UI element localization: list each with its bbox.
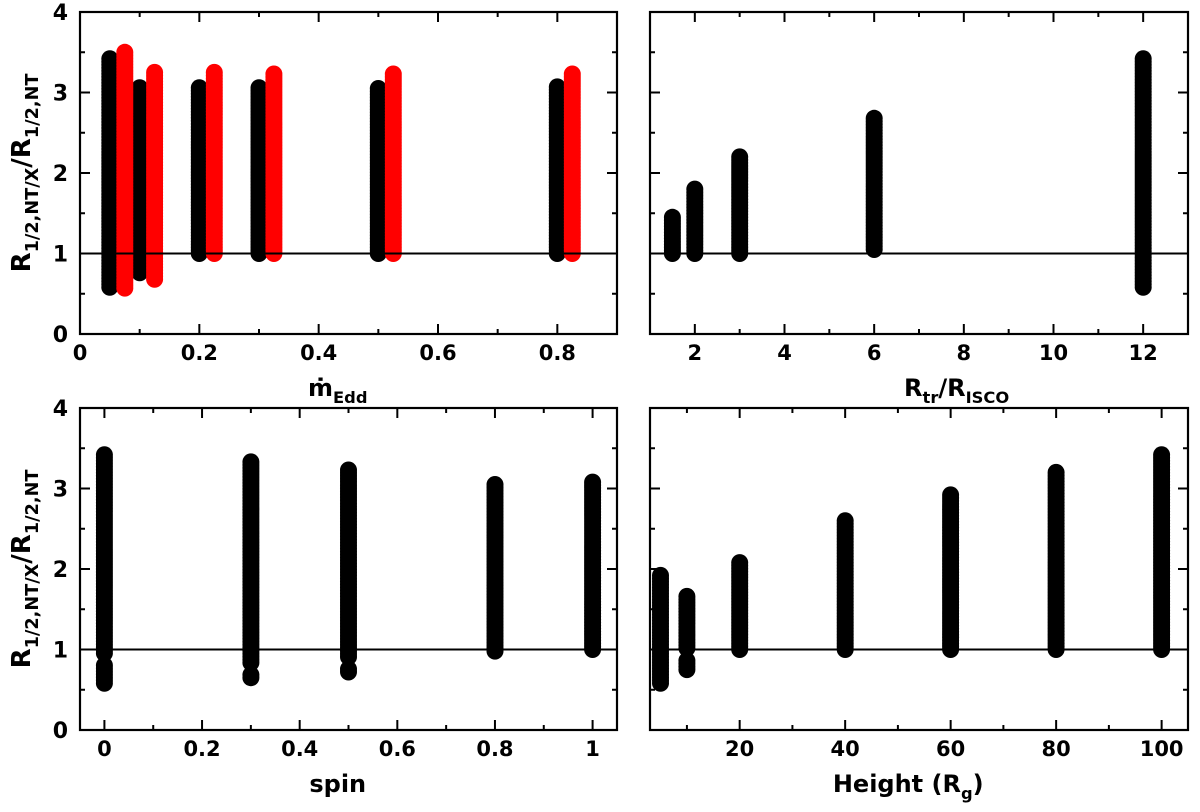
y-tick-label: 2 — [53, 558, 68, 583]
y-tick-label: 3 — [53, 478, 68, 503]
marker-black-x0.3 — [250, 79, 268, 97]
marker-black-x1.5 — [663, 208, 681, 226]
y-axis-label: R1/2,NT/X/R1/2,NT — [7, 470, 43, 669]
y-tick-label: 0 — [53, 719, 68, 744]
panel-mdot: 0 0.2 0.4 0.6 0.8 0 1 2 3 4 ṁEdd R1/2,NT/X/R1/2,NT — [7, 1, 619, 407]
y-axis-label: R1/2,NT/X/R1/2,NT — [7, 74, 43, 273]
x-tick-label: 100 — [1140, 737, 1184, 761]
marker-black-x0 — [95, 446, 113, 464]
x-tick-label: 4 — [777, 341, 792, 365]
marker-black-x0.8 — [486, 476, 504, 493]
marker-black-x0.3 — [242, 453, 260, 471]
x-tick-label: 0 — [73, 341, 88, 365]
marker-black-x0.8 — [548, 78, 566, 96]
marker-black-x0.5 — [369, 80, 387, 97]
y-tick-label: 1 — [53, 639, 68, 664]
marker-black-x0.3 — [242, 666, 260, 684]
marker-black-x0.2 — [190, 79, 208, 97]
x-tick-label: 0.8 — [476, 737, 513, 761]
marker-black-x0.1 — [131, 79, 149, 97]
marker-black-x1 — [584, 473, 602, 491]
x-tick-label: 0.2 — [183, 737, 220, 761]
x-tick-label: 2 — [688, 341, 703, 365]
markers-mdot — [101, 43, 581, 297]
y-tick-label: 3 — [53, 82, 68, 107]
x-tick-label: 0.6 — [379, 737, 416, 761]
panels-group: 0 0.2 0.4 0.6 0.801234ṁEddR1/2,NT/X/R1/2,NT2… — [7, 1, 1190, 803]
marker-black-x3 — [731, 148, 749, 166]
marker-black-x2 — [686, 180, 704, 198]
y-tick-label: 2 — [53, 162, 68, 187]
marker-black-x6 — [865, 109, 883, 127]
marker-red-x0.825 — [563, 65, 581, 83]
marker-red-x0.525 — [384, 65, 402, 83]
marker-red-x0.125 — [146, 63, 164, 81]
x-tick-label: 0.2 — [181, 341, 218, 365]
x-tick-label: 20 — [725, 737, 754, 761]
marker-black-x60 — [942, 486, 960, 504]
x-axis-label: ṁEdd — [308, 374, 368, 407]
marker-black-x0.5 — [340, 461, 357, 479]
marker-red-x0.225 — [205, 63, 223, 81]
x-tick-label: 0.4 — [281, 737, 318, 761]
plot-frame — [648, 406, 1190, 732]
x-tick-label: 10 — [1039, 341, 1068, 365]
marker-black-x40 — [836, 512, 854, 530]
markers-height — [652, 446, 1171, 692]
markers-rtr — [663, 50, 1152, 296]
marker-black-x100 — [1153, 446, 1171, 464]
y-tick-label: 4 — [53, 1, 68, 26]
x-tick-label: 60 — [936, 737, 965, 761]
panel-rtr: 2 4 6 8 10 12 Rtr/RISCO — [648, 10, 1190, 407]
x-tick-label: 0 — [97, 737, 112, 761]
markers-spin — [95, 446, 602, 692]
marker-black-x0 — [95, 656, 113, 674]
marker-black-x10 — [678, 652, 696, 669]
x-tick-label: 0.8 — [539, 341, 576, 365]
x-tick-label: 80 — [1042, 737, 1071, 761]
plot-frame — [648, 10, 1190, 336]
marker-black-x12 — [1134, 50, 1152, 68]
x-tick-label: 1 — [585, 737, 600, 761]
marker-black-x80 — [1047, 463, 1065, 481]
x-axis-label: Rtr/RISCO — [904, 374, 1009, 407]
marker-black-x10 — [678, 587, 696, 605]
x-tick-label: 40 — [831, 737, 860, 761]
x-axis-label: spin — [309, 770, 366, 798]
x-tick-label: 8 — [957, 341, 972, 365]
marker-red-x0.075 — [116, 43, 134, 61]
marker-red-x0.325 — [265, 65, 283, 83]
marker-black-x5 — [652, 566, 669, 584]
x-tick-label: 0.4 — [300, 341, 337, 365]
marker-black-x0.05 — [101, 50, 119, 68]
x-tick-label: 0.6 — [419, 341, 456, 365]
marker-black-x0.5 — [340, 660, 357, 678]
panel-spin: 0 0.2 0.4 0.6 0.8 1 0 1 2 3 4 spin R1/2,NT/X/R1/2,NT — [7, 397, 619, 798]
y-tick-label: 0 — [53, 323, 68, 348]
y-tick-label: 1 — [53, 243, 68, 268]
y-tick-label: 4 — [53, 397, 68, 422]
panel-height: 20 40 60 80 100 Height (Rg) — [648, 406, 1190, 803]
x-axis-label: Height (Rg) — [833, 770, 984, 803]
marker-black-x20 — [731, 554, 749, 572]
x-tick-label: 12 — [1129, 341, 1158, 365]
x-tick-label: 6 — [867, 341, 882, 365]
